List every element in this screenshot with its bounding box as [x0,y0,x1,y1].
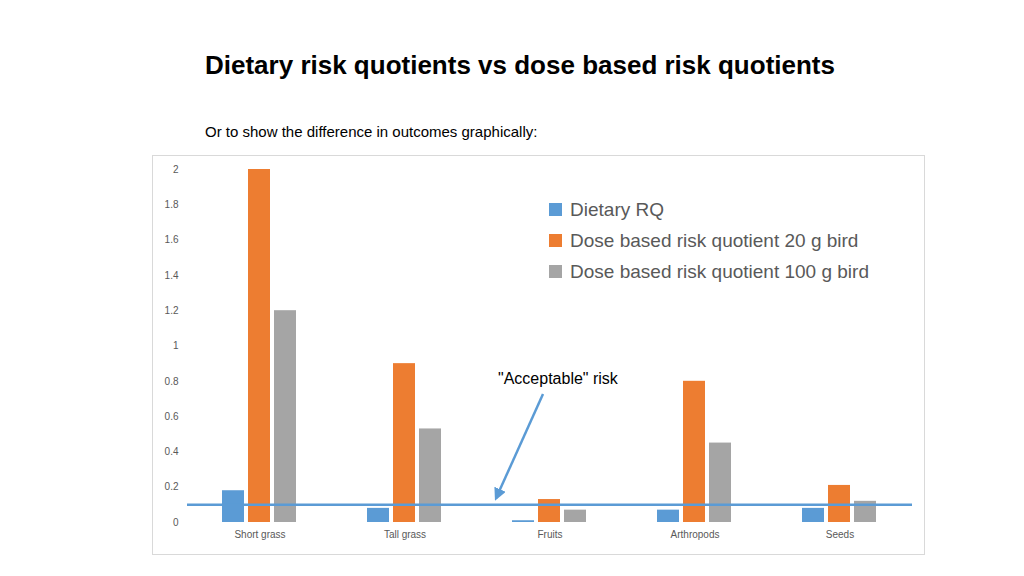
html-text:Dietary risk quotients vs dose: Dietary risk quotients vs dose based ris… [205,50,835,80]
svg-text:1: 1 [173,340,179,351]
html-text:Dose based risk quotient 20 g: Dose based risk quotient 20 g bird [570,229,859,251]
svg-text:0.6: 0.6 [165,411,179,422]
svg-text:2: 2 [173,164,179,175]
svg-text:Arthropods: Arthropods [671,529,720,540]
svg-text:0.4: 0.4 [165,446,179,457]
html-text:Or to show the difference in o: Or to show the difference in outcomes gr… [205,123,538,140]
svg-text:Short grass: Short grass [234,529,285,540]
html-text:"Acceptable" risk: "Acceptable" risk [498,370,618,387]
svg-text:1.6: 1.6 [165,234,179,245]
html-text:Dose based risk quotient 100 g: Dose based risk quotient 100 g bird [570,260,869,282]
svg-text:Fruits: Fruits [538,529,563,540]
html-text:Dietary RQ: Dietary RQ [570,198,664,220]
svg-text:1.8: 1.8 [165,199,179,210]
svg-text:1.2: 1.2 [165,305,179,316]
svg-text:0.2: 0.2 [165,481,179,492]
svg-text:0.8: 0.8 [165,376,179,387]
svg-text:Tall grass: Tall grass [384,529,426,540]
svg-text:0: 0 [173,517,179,528]
svg-text:1.4: 1.4 [165,270,179,281]
svg-text:Seeds: Seeds [826,529,854,540]
